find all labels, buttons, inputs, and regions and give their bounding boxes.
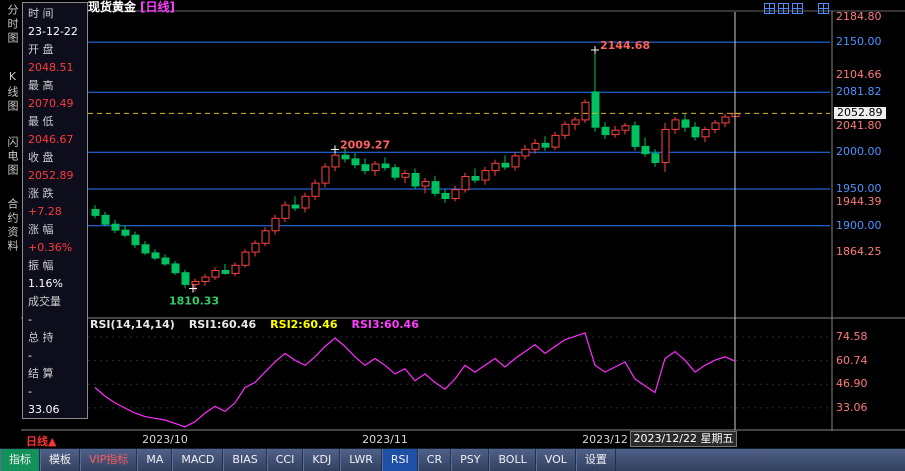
rsi-value-label-3: RSI3:60.46: [351, 318, 419, 331]
split-grid-icon[interactable]: [778, 2, 789, 14]
price-axis-label: 1944.39: [836, 195, 882, 208]
info-value: +7.28: [28, 205, 62, 218]
svg-text:2009.27: 2009.27: [340, 138, 390, 151]
x-axis: 日线▲ 2023/10 2023/11 2023/12 2023/12/22 星期五: [0, 431, 905, 448]
info-value: 2046.67: [28, 133, 74, 146]
price-axis-label: 1900.00: [836, 219, 882, 232]
side-tab-4[interactable]: 合约资料: [6, 198, 19, 254]
rsi-value-label-2: RSI2:60.46: [270, 318, 338, 331]
info-value: 2052.89: [28, 169, 74, 182]
toolbar-tab-模板[interactable]: 模板: [40, 449, 80, 471]
info-label: 最 高: [28, 79, 54, 92]
maximize-grid-icon[interactable]: [818, 2, 829, 14]
chart-header: 现货黄金 [日线]: [88, 0, 175, 14]
split-grid-icon[interactable]: [764, 2, 775, 14]
indicator-tab-RSI[interactable]: RSI: [381, 449, 418, 471]
period-selector-label: 日线: [26, 435, 48, 448]
toolbar-tab-指标[interactable]: 指标: [0, 449, 40, 471]
info-value: 2070.49: [28, 97, 74, 110]
indicator-tab-VOL[interactable]: VOL: [535, 449, 576, 471]
info-label: 涨 跌: [28, 187, 54, 200]
info-value: -: [28, 313, 32, 326]
price-axis-label: 1864.25: [836, 245, 882, 258]
indicator-tab-KDJ[interactable]: KDJ: [303, 449, 341, 471]
dropdown-arrow-icon: ▲: [48, 435, 57, 448]
period-selector[interactable]: 日线▲: [26, 433, 56, 449]
cursor-date-label: 2023/12/22 星期五: [630, 431, 737, 447]
price-axis-label: 2000.00: [836, 145, 882, 158]
info-label: 结 算: [28, 367, 54, 380]
info-value: 2048.51: [28, 61, 74, 74]
indicator-tab-MACD[interactable]: MACD: [172, 449, 224, 471]
indicator-tab-CR[interactable]: CR: [417, 449, 452, 471]
info-value: -: [28, 349, 32, 362]
rsi-header: RSI(14,14,14) RSI1:60.46 RSI2:60.46 RSI3:60…: [90, 319, 433, 331]
side-tab-2[interactable]: K线图: [6, 70, 19, 114]
rsi-axis-label: 46.90: [836, 377, 868, 390]
info-label: 成交量: [28, 295, 61, 308]
info-label: 涨 幅: [28, 223, 54, 236]
rsi-axis-label: 74.58: [836, 330, 868, 343]
price-axis-label: 2184.80: [836, 10, 882, 23]
price-axis-label: 2150.00: [836, 35, 882, 48]
rsi-value-label-1: RSI1:60.46: [188, 318, 257, 331]
indicator-tab-设置[interactable]: 设置: [575, 449, 616, 471]
period-tag: [日线]: [140, 0, 175, 14]
split-grid-icon[interactable]: [792, 2, 803, 14]
x-axis-month-label: 2023/10: [142, 433, 188, 446]
info-label: 最 低: [28, 115, 54, 128]
info-value: +0.36%: [28, 241, 73, 254]
rsi-title: RSI(14,14,14): [90, 318, 175, 331]
indicator-tab-CCI[interactable]: CCI: [266, 449, 304, 471]
bottom-toolbar: 指标 模板 VIP指标 MA MACD BIAS CCI KDJ LWR RSI CR PSY BOLL…: [0, 448, 905, 471]
info-value: -: [28, 385, 32, 398]
indicator-tab-PSY[interactable]: PSY: [451, 449, 490, 471]
side-tab-strip: 分时图 K线图闪电图合约资料: [0, 0, 21, 448]
info-value: 1.16%: [28, 277, 63, 290]
svg-text:1810.33: 1810.33: [169, 295, 219, 308]
info-value: 23-12-22: [28, 25, 78, 38]
rsi-axis-label: 33.06: [836, 401, 868, 414]
info-label: 振 幅: [28, 259, 54, 272]
price-axis-label: 2104.66: [836, 68, 882, 81]
window-layout-icons: [764, 2, 832, 14]
price-axis-label: 2081.82: [836, 85, 882, 98]
price-axis-label: 2041.80: [836, 119, 882, 132]
svg-text:2144.68: 2144.68: [600, 39, 650, 52]
info-label: 收 盘: [28, 151, 54, 164]
indicator-tab-LWR[interactable]: LWR: [340, 449, 382, 471]
indicator-tab-MA[interactable]: MA: [137, 449, 173, 471]
x-axis-month-label: 2023/12: [582, 433, 628, 446]
right-axis: 2184.80 2150.00 2104.66 2081.82 2052.89 2041.…: [833, 11, 905, 448]
x-axis-month-label: 2023/11: [362, 433, 408, 446]
side-tab-3[interactable]: 闪电图: [6, 136, 19, 178]
last-price-tag: 2052.89: [834, 107, 886, 119]
symbol-title: 现货黄金: [88, 0, 137, 14]
indicator-tab-BOLL[interactable]: BOLL: [489, 449, 536, 471]
rsi-scale-min-label: 33.06: [28, 403, 60, 416]
info-label: 总 持: [28, 331, 54, 344]
indicator-tab-BIAS[interactable]: BIAS: [223, 449, 267, 471]
rsi-axis-label: 60.74: [836, 354, 868, 367]
info-label: 开 盘: [28, 43, 54, 56]
info-label: 时 间: [28, 7, 54, 20]
toolbar-tab-VIP指标[interactable]: VIP指标: [80, 449, 138, 471]
info-panel: 时 间 23-12-22 开 盘 2048.51 最 高 2070.49 最 低 2046.6…: [22, 2, 88, 419]
side-tab-1[interactable]: 分时图: [6, 4, 19, 46]
price-axis-label: 1950.00: [836, 182, 882, 195]
